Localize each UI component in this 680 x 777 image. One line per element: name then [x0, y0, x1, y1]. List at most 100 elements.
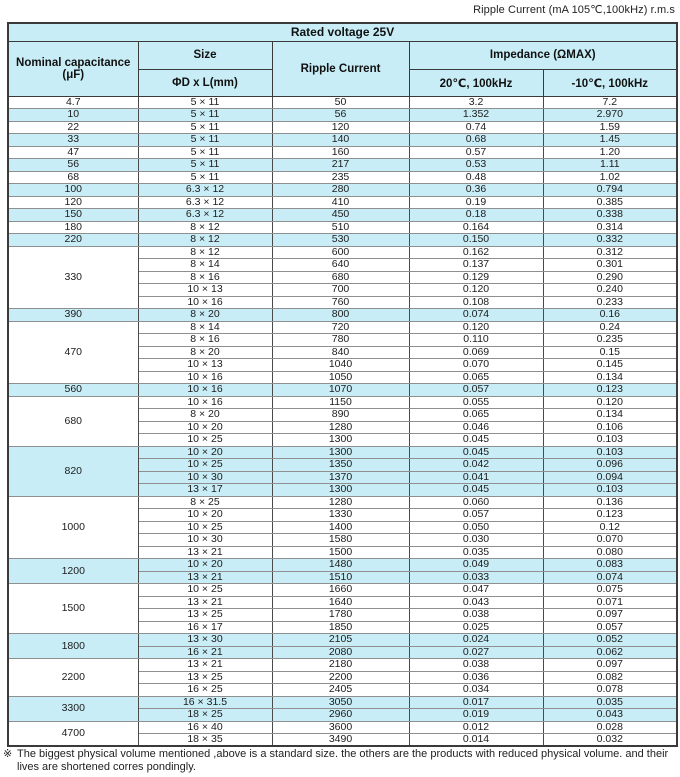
ripple-current-cell: 1480 — [271, 558, 410, 572]
impedance-20c-cell: 0.033 — [408, 570, 544, 584]
impedance-20c-cell: 0.045 — [408, 483, 544, 497]
impedance-minus10c-cell: 0.312 — [542, 245, 678, 259]
size-cell: 18 × 35 — [137, 733, 273, 747]
impedance-20c-cell: 0.036 — [408, 670, 544, 684]
size-cell: 10 × 25 — [137, 433, 273, 447]
impedance-20c-cell: 0.48 — [408, 170, 544, 184]
ripple-current-cell: 120 — [271, 120, 410, 134]
table-row: 330 8 × 12 600 0.162 0.312 — [7, 245, 678, 309]
rated-voltage-title: Rated voltage 25V — [7, 22, 678, 42]
ripple-current-cell: 2080 — [271, 645, 410, 659]
capacitance-cell: 3300 — [7, 695, 139, 722]
impedance-minus10c-cell: 0.052 — [542, 633, 678, 647]
ripple-current-cell: 680 — [271, 270, 410, 284]
impedance-minus10c-cell: 0.120 — [542, 395, 678, 409]
ripple-current-cell: 800 — [271, 308, 410, 322]
ripple-current-cell: 1580 — [271, 533, 410, 547]
table-row: 33 5 × 11 140 0.68 1.45 — [7, 133, 678, 147]
impedance-minus10c-cell: 0.071 — [542, 595, 678, 609]
size-cell: 6.3 × 12 — [137, 183, 273, 197]
impedance-minus10c-cell: 0.106 — [542, 420, 678, 434]
capacitance-cell: 4700 — [7, 720, 139, 747]
ripple-current-cell: 235 — [271, 170, 410, 184]
impedance-minus10c-cell: 0.070 — [542, 533, 678, 547]
capacitance-cell: 820 — [7, 445, 139, 497]
capacitance-cell: 390 — [7, 308, 139, 322]
ripple-current-cell: 1330 — [271, 508, 410, 522]
ripple-current-cell: 1660 — [271, 583, 410, 597]
table-row: 10 × 25 1300 0.045 0.103 — [8, 433, 678, 447]
impedance-20c-cell: 0.065 — [408, 370, 544, 384]
impedance-minus10c-cell: 1.02 — [542, 170, 678, 184]
capacitance-cell: 56 — [7, 158, 139, 172]
size-cell: 13 × 21 — [137, 545, 273, 559]
impedance-20c-cell: 0.36 — [408, 183, 544, 197]
table-row: 10 × 13 1040 0.070 0.145 — [8, 358, 678, 372]
impedance-minus10c-cell: 0.24 — [542, 320, 678, 334]
capacitance-cell: 68 — [7, 170, 139, 184]
impedance-minus10c-cell: 0.028 — [542, 720, 678, 734]
table-row: 10 × 16 1050 0.065 0.134 — [8, 370, 678, 384]
impedance-20c-cell: 0.19 — [408, 195, 544, 209]
col-header-impedance-minus10c: -10℃, 100kHz — [542, 68, 678, 97]
impedance-20c-cell: 0.034 — [408, 683, 544, 697]
size-cell: 8 × 12 — [137, 220, 273, 234]
impedance-minus10c-cell: 7.2 — [542, 95, 678, 109]
ripple-current-cell: 1780 — [271, 608, 410, 622]
ripple-current-cell: 3490 — [271, 733, 410, 747]
ripple-current-cell: 2200 — [271, 670, 410, 684]
impedance-20c-cell: 0.047 — [408, 583, 544, 597]
table-header: Rated voltage 25V Nominal capacitance (μ… — [7, 22, 678, 97]
impedance-minus10c-cell: 0.123 — [542, 383, 678, 397]
table-row: 120 6.3 × 12 410 0.19 0.385 — [7, 195, 678, 209]
capacitance-cell: 220 — [7, 233, 139, 247]
impedance-20c-cell: 0.024 — [408, 633, 544, 647]
impedance-20c-cell: 1.352 — [408, 108, 544, 122]
impedance-minus10c-cell: 0.096 — [542, 458, 678, 472]
impedance-20c-cell: 0.042 — [408, 458, 544, 472]
impedance-minus10c-cell: 0.338 — [542, 208, 678, 222]
impedance-20c-cell: 0.041 — [408, 470, 544, 484]
size-cell: 13 × 25 — [137, 670, 273, 684]
impedance-minus10c-cell: 0.314 — [542, 220, 678, 234]
size-cell: 10 × 30 — [137, 533, 273, 547]
ripple-current-cell: 1300 — [271, 483, 410, 497]
table-row: 390 8 × 20 800 0.074 0.16 — [7, 308, 678, 322]
impedance-20c-cell: 0.18 — [408, 208, 544, 222]
table-row: 10 × 20 1330 0.057 0.123 — [8, 508, 678, 522]
impedance-20c-cell: 0.035 — [408, 545, 544, 559]
ripple-current-cell: 3050 — [271, 695, 410, 709]
impedance-minus10c-cell: 0.385 — [542, 195, 678, 209]
footnote-text: The biggest physical volume mentioned ,a… — [17, 748, 669, 773]
capacitance-cell: 100 — [7, 183, 139, 197]
impedance-20c-cell: 0.043 — [408, 595, 544, 609]
impedance-minus10c-cell: 0.094 — [542, 470, 678, 484]
ripple-current-cell: 1370 — [271, 470, 410, 484]
impedance-20c-cell: 0.065 — [408, 408, 544, 422]
ripple-current-cell: 1280 — [271, 495, 410, 509]
size-cell: 8 × 16 — [137, 333, 273, 347]
impedance-minus10c-cell: 0.103 — [542, 445, 678, 459]
capacitance-header-line1: Nominal capacitance — [16, 56, 131, 69]
impedance-minus10c-cell: 0.134 — [542, 408, 678, 422]
impedance-minus10c-cell: 0.240 — [542, 283, 678, 297]
table-row: 16 × 21 2080 0.027 0.062 — [8, 645, 678, 659]
ripple-current-cell: 1280 — [271, 420, 410, 434]
ripple-current-cell: 600 — [271, 245, 410, 259]
table-row: 10 × 25 1350 0.042 0.096 — [8, 458, 678, 472]
impedance-20c-cell: 0.049 — [408, 558, 544, 572]
size-cell: 8 × 25 — [137, 495, 273, 509]
impedance-minus10c-cell: 0.083 — [542, 558, 678, 572]
ripple-current-cell: 217 — [271, 158, 410, 172]
impedance-minus10c-cell: 1.11 — [542, 158, 678, 172]
column-header-row-1: Nominal capacitance (μF) Size Ripple Cur… — [7, 40, 678, 97]
impedance-minus10c-cell: 0.035 — [542, 695, 678, 709]
capacitance-cell: 1800 — [7, 633, 139, 659]
table-row: 10 × 30 1580 0.030 0.070 — [8, 533, 678, 547]
size-cell: 10 × 25 — [137, 520, 273, 534]
size-cell: 10 × 16 — [137, 370, 273, 384]
impedance-20c-cell: 0.120 — [408, 320, 544, 334]
ripple-current-cell: 1050 — [271, 370, 410, 384]
impedance-20c-cell: 0.069 — [408, 345, 544, 359]
impedance-20c-cell: 0.046 — [408, 420, 544, 434]
